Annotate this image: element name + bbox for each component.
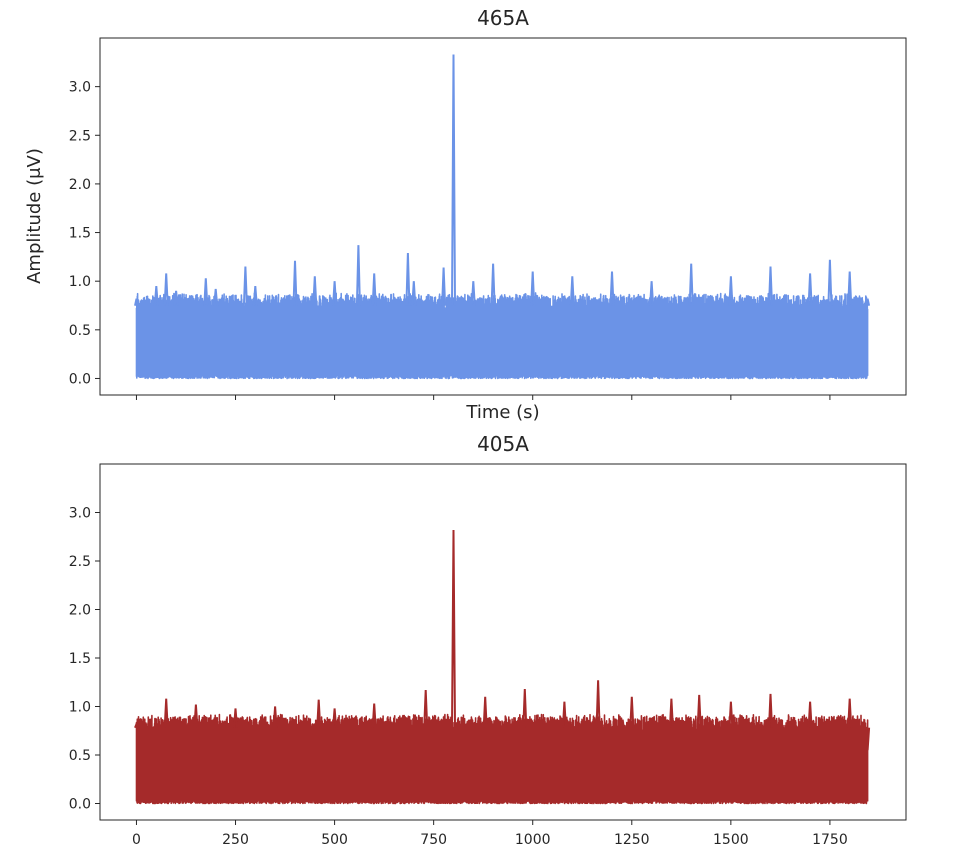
- signal-peak: [242, 266, 248, 306]
- signal-peak: [355, 245, 361, 306]
- y-axis: 0.0 0.5 1.0 1.5 2.0 2.5 3.0: [69, 506, 100, 813]
- y-tick-label: 3.0: [69, 506, 91, 522]
- signal-peak: [252, 286, 258, 306]
- signal-peak: [827, 259, 833, 306]
- signal-peak: [332, 281, 338, 306]
- signal-peak: [649, 281, 655, 306]
- signal-peak: [807, 701, 813, 728]
- signal-peak: [768, 693, 773, 728]
- signal-peak: [470, 281, 476, 306]
- signal-peak: [847, 271, 853, 306]
- signal-peak: [371, 703, 377, 728]
- x-tick-label: 1250: [614, 832, 650, 848]
- x-tick-label: 250: [222, 832, 249, 848]
- signal-noise: [135, 292, 869, 380]
- signal-peak: [272, 706, 278, 728]
- x-tick-label: 750: [420, 832, 447, 848]
- y-tick-label: 2.0: [69, 177, 91, 193]
- signal-trace-405a: [134, 529, 871, 805]
- subplot-405a: 405A 0.0 0.5 1.0 1.5 2.0 2.5 3.0 0 250 500 750 100…: [69, 432, 907, 848]
- y-tick-label: 0.0: [69, 371, 91, 387]
- signal-peak: [728, 276, 734, 306]
- x-tick-label: 1000: [515, 832, 551, 848]
- signal-peak: [530, 271, 536, 306]
- signal-peak: [561, 701, 567, 728]
- signal-peak: [163, 273, 169, 306]
- y-tick-label: 0.5: [69, 323, 91, 339]
- signal-peak: [173, 290, 179, 306]
- subplot-title: 405A: [477, 432, 529, 456]
- axes-frame: [99, 37, 907, 396]
- y-tick-label: 0.5: [69, 748, 91, 764]
- signal-peak: [629, 696, 635, 728]
- signal-peak: [332, 708, 338, 728]
- signal-peak: [441, 267, 447, 306]
- signal-peak: [688, 263, 694, 306]
- signal-peak: [371, 273, 377, 306]
- y-tick-label: 2.0: [69, 603, 91, 619]
- signal-noise: [135, 713, 869, 805]
- x-tick-label: 500: [321, 832, 348, 848]
- signal-peak: [193, 704, 199, 728]
- signal-peak: [292, 260, 298, 306]
- signal-peak: [595, 680, 601, 728]
- signal-peak: [203, 278, 209, 306]
- signal-peak: [411, 281, 417, 306]
- signal-trace-465a: [134, 54, 871, 380]
- y-axis: 0.0 0.5 1.0 1.5 2.0 2.5 3.0: [69, 80, 100, 387]
- signal-peak: [865, 298, 871, 306]
- signal-peak: [233, 708, 238, 728]
- y-tick-label: 2.5: [69, 554, 91, 570]
- y-tick-label: 1.0: [69, 700, 91, 716]
- x-axis: 0 250 500 750 1000 1250 1500 1750: [132, 820, 848, 848]
- x-tick-label: 1750: [812, 832, 848, 848]
- signal-peak: [482, 696, 488, 728]
- signal-peak: [316, 699, 322, 728]
- signal-peak: [213, 288, 219, 306]
- y-tick-label: 3.0: [69, 80, 91, 96]
- y-axis-label: Amplitude (μV): [24, 148, 45, 284]
- x-tick-label: 0: [132, 832, 141, 848]
- signal-peak: [490, 263, 496, 306]
- signal-peak: [134, 298, 139, 306]
- signal-peak: [668, 698, 674, 728]
- signal-peak: [768, 266, 773, 306]
- signal-peak: [405, 252, 411, 306]
- y-tick-label: 0.0: [69, 797, 91, 813]
- y-tick-label: 1.0: [69, 274, 91, 290]
- signal-peak: [569, 276, 575, 306]
- signal-peak: [134, 721, 139, 729]
- signal-peak: [865, 727, 871, 751]
- signal-peak: [451, 529, 456, 728]
- x-tick-label: 1500: [713, 832, 749, 848]
- y-tick-label: 2.5: [69, 128, 91, 144]
- y-tick-label: 1.5: [69, 651, 91, 667]
- signal-peak: [312, 276, 318, 306]
- signal-peak: [451, 54, 456, 306]
- signal-peak: [696, 694, 702, 728]
- y-tick-label: 1.5: [69, 226, 91, 242]
- x-axis-label: Time (s): [465, 402, 539, 423]
- signal-peak: [423, 689, 429, 728]
- signal-peak: [153, 286, 159, 306]
- subplot-title: 465A: [477, 6, 529, 30]
- signal-peak: [807, 273, 813, 306]
- signal-peak: [163, 698, 169, 728]
- x-axis: [135, 395, 831, 400]
- signal-peak: [847, 698, 853, 728]
- signal-peak: [728, 701, 734, 728]
- subplot-465a: 465A 0.0 0.5 1.0 1.5 2.0 2.5 3.0 Time (s) Ampl…: [24, 6, 907, 423]
- signal-peak: [522, 688, 528, 728]
- axes-frame: [99, 463, 907, 821]
- signal-peak: [609, 271, 615, 306]
